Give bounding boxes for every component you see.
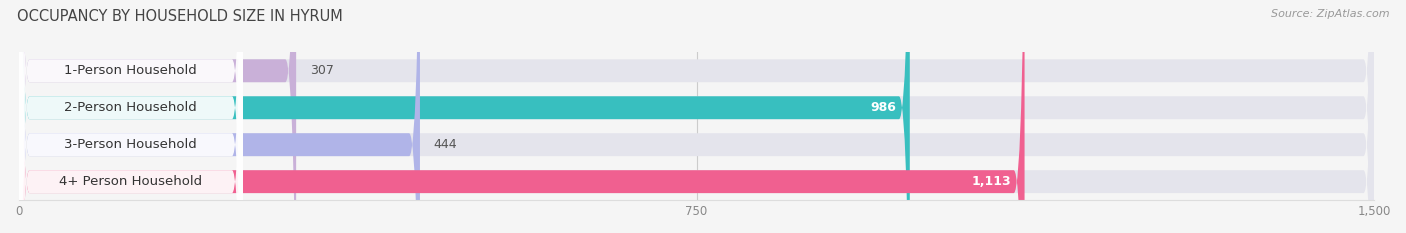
FancyBboxPatch shape [18,0,243,233]
Text: 986: 986 [870,101,896,114]
Text: OCCUPANCY BY HOUSEHOLD SIZE IN HYRUM: OCCUPANCY BY HOUSEHOLD SIZE IN HYRUM [17,9,343,24]
Text: 3-Person Household: 3-Person Household [65,138,197,151]
FancyBboxPatch shape [18,0,420,233]
Text: 2-Person Household: 2-Person Household [65,101,197,114]
FancyBboxPatch shape [18,0,243,233]
FancyBboxPatch shape [18,0,1374,233]
FancyBboxPatch shape [18,0,1025,233]
Text: 1,113: 1,113 [972,175,1011,188]
FancyBboxPatch shape [18,0,243,233]
Text: 307: 307 [309,64,333,77]
Text: 1-Person Household: 1-Person Household [65,64,197,77]
FancyBboxPatch shape [18,0,243,233]
FancyBboxPatch shape [18,0,1374,233]
Text: 4+ Person Household: 4+ Person Household [59,175,202,188]
FancyBboxPatch shape [18,0,1374,233]
FancyBboxPatch shape [18,0,1374,233]
Text: 444: 444 [433,138,457,151]
FancyBboxPatch shape [18,0,910,233]
FancyBboxPatch shape [18,0,297,233]
Text: Source: ZipAtlas.com: Source: ZipAtlas.com [1271,9,1389,19]
